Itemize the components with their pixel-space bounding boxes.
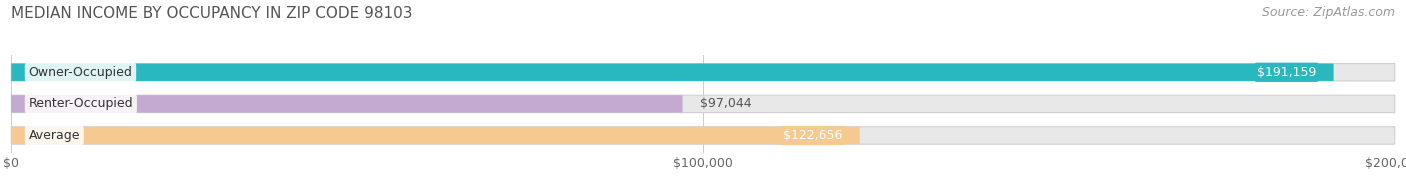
- FancyBboxPatch shape: [11, 64, 1395, 81]
- FancyBboxPatch shape: [11, 127, 1395, 144]
- Text: $191,159: $191,159: [1257, 66, 1316, 79]
- FancyBboxPatch shape: [11, 95, 1395, 113]
- Text: Average: Average: [28, 129, 80, 142]
- FancyBboxPatch shape: [11, 64, 1334, 81]
- FancyBboxPatch shape: [11, 127, 859, 144]
- Text: Source: ZipAtlas.com: Source: ZipAtlas.com: [1261, 6, 1395, 19]
- Text: $97,044: $97,044: [700, 97, 751, 110]
- Text: $122,656: $122,656: [783, 129, 842, 142]
- Text: Renter-Occupied: Renter-Occupied: [28, 97, 134, 110]
- Text: Owner-Occupied: Owner-Occupied: [28, 66, 132, 79]
- Text: MEDIAN INCOME BY OCCUPANCY IN ZIP CODE 98103: MEDIAN INCOME BY OCCUPANCY IN ZIP CODE 9…: [11, 6, 413, 21]
- FancyBboxPatch shape: [11, 95, 682, 113]
